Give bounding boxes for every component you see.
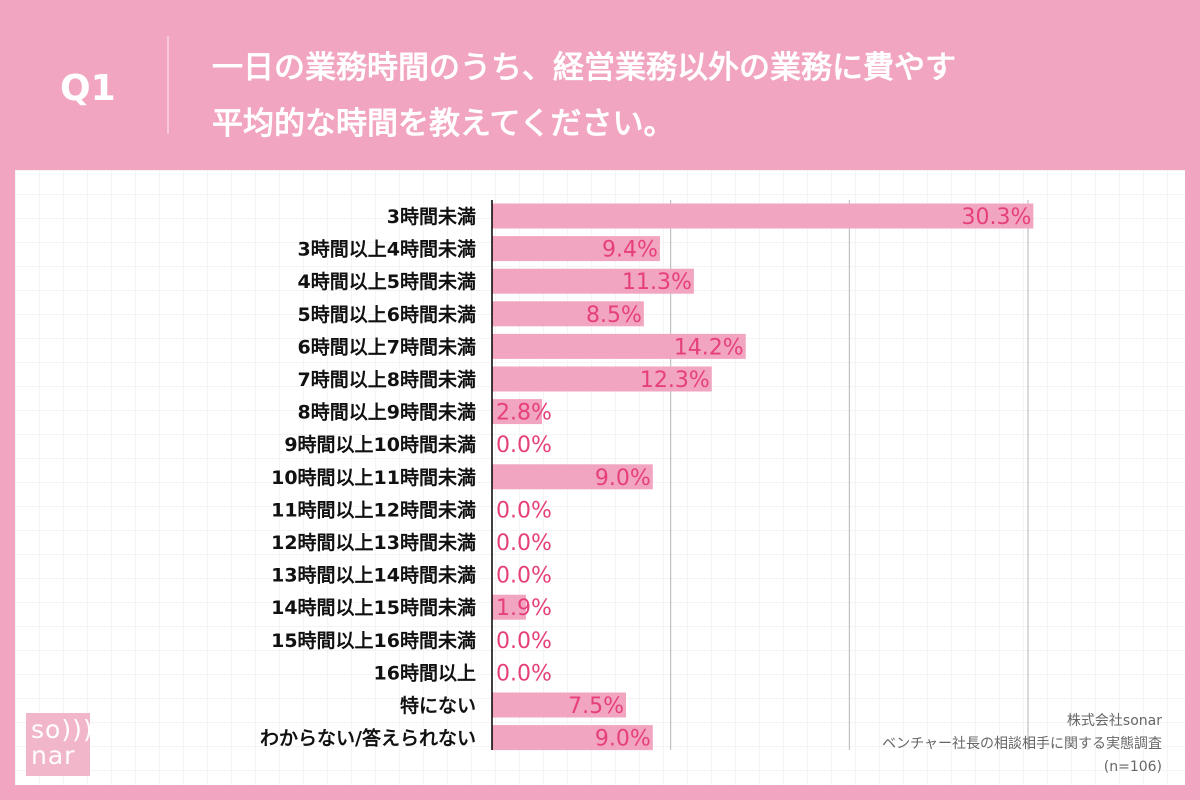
question-title: 一日の業務時間のうち、経営業務以外の業務に費やす 平均的な時間を教えてください。 bbox=[212, 40, 956, 152]
data-label: 7.5% bbox=[568, 694, 624, 719]
divider bbox=[167, 36, 169, 134]
data-label: 9.0% bbox=[595, 466, 651, 491]
question-number: Q1 bbox=[60, 68, 116, 109]
category-label: 13時間以上14時間未満 bbox=[271, 564, 476, 587]
title-line-2: 平均的な時間を教えてください。 bbox=[212, 106, 675, 142]
category-label: 特にない bbox=[400, 695, 476, 717]
data-label: 0.0% bbox=[496, 531, 552, 556]
source-note: 株式会社sonar ベンチャー社長の相談相手に関する実態調査 (n=106) bbox=[882, 710, 1162, 779]
sample-size: (n=106) bbox=[1103, 759, 1162, 775]
bar bbox=[492, 692, 626, 718]
bar bbox=[492, 333, 746, 359]
category-label: 10時間以上11時間未満 bbox=[271, 466, 476, 489]
category-label: 5時間以上6時間未満 bbox=[298, 303, 476, 326]
data-label: 0.0% bbox=[496, 661, 552, 686]
category-label: 3時間未満 bbox=[387, 205, 476, 228]
data-label: 12.3% bbox=[640, 368, 710, 393]
category-label: 9時間以上10時間未満 bbox=[284, 433, 476, 456]
source-company: 株式会社sonar bbox=[1066, 713, 1162, 729]
data-label: 0.0% bbox=[496, 564, 552, 589]
title-line-1: 一日の業務時間のうち、経営業務以外の業務に費やす bbox=[212, 50, 956, 86]
category-label: 7時間以上8時間未満 bbox=[298, 368, 476, 391]
data-label: 8.5% bbox=[586, 303, 642, 328]
data-label: 0.0% bbox=[496, 433, 552, 458]
category-label: 14時間以上15時間未満 bbox=[271, 596, 476, 619]
data-label: 11.3% bbox=[622, 270, 692, 295]
data-label: 30.3% bbox=[961, 205, 1031, 230]
category-label: わからない/答えられない bbox=[260, 727, 476, 750]
bar bbox=[492, 725, 653, 751]
bar bbox=[492, 464, 653, 490]
data-label: 2.8% bbox=[496, 401, 552, 426]
category-label: 11時間以上12時間未満 bbox=[271, 498, 476, 521]
data-label: 0.0% bbox=[496, 629, 552, 654]
category-label: 15時間以上16時間未満 bbox=[271, 629, 476, 652]
bar bbox=[492, 268, 694, 294]
bar bbox=[492, 203, 1034, 229]
data-label: 1.9% bbox=[496, 596, 552, 621]
category-label: 16時間以上 bbox=[374, 662, 476, 684]
sonar-logo: so))) nar bbox=[26, 713, 93, 776]
category-label: 8時間以上9時間未満 bbox=[298, 401, 476, 424]
data-label: 0.0% bbox=[496, 498, 552, 523]
bar bbox=[492, 236, 660, 262]
data-label: 9.0% bbox=[595, 727, 651, 752]
bar bbox=[492, 594, 526, 620]
source-survey: ベンチャー社長の相談相手に関する実態調査 bbox=[882, 736, 1162, 752]
category-label: 3時間以上4時間未満 bbox=[298, 238, 476, 261]
category-label: 12時間以上13時間未満 bbox=[271, 531, 476, 554]
data-label: 14.2% bbox=[674, 335, 744, 360]
category-label: 6時間以上7時間未満 bbox=[298, 335, 476, 358]
data-label: 9.4% bbox=[602, 238, 658, 263]
bar bbox=[492, 366, 712, 392]
bar bbox=[492, 301, 644, 327]
bar bbox=[492, 399, 543, 425]
category-label: 4時間以上5時間未満 bbox=[298, 270, 476, 293]
